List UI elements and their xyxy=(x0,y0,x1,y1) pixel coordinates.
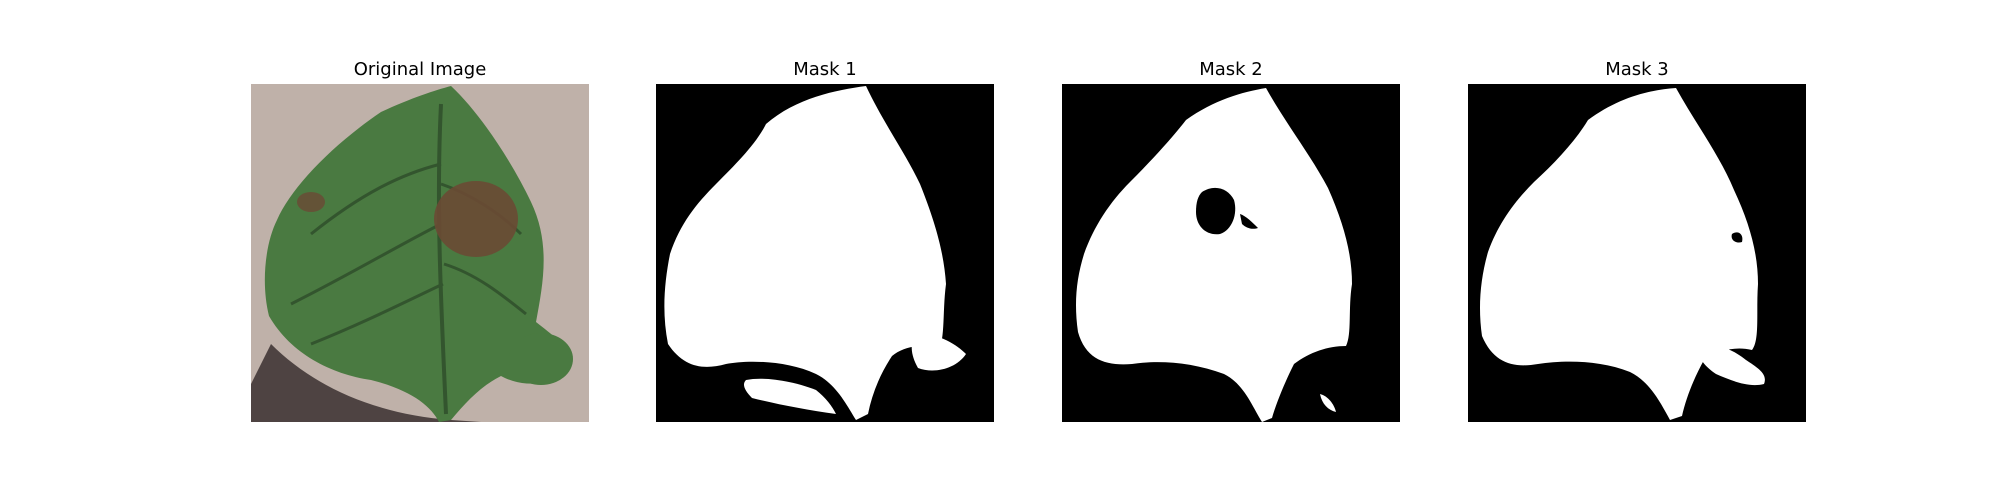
mask-2-panel: Mask 2 xyxy=(1062,0,1400,500)
panel-title-mask-3: Mask 3 xyxy=(1468,58,1806,82)
mask-1-image xyxy=(656,84,994,422)
mask-2-image xyxy=(1062,84,1400,422)
mask-3-svg xyxy=(1468,84,1806,422)
mask-2-svg xyxy=(1062,84,1400,422)
mask-1-panel: Mask 1 xyxy=(656,0,994,500)
mask-3-image xyxy=(1468,84,1806,422)
mask-3-panel: Mask 3 xyxy=(1468,0,1806,500)
original-image xyxy=(251,84,589,422)
panel-title-mask-1: Mask 1 xyxy=(656,58,994,82)
mask-1-svg xyxy=(656,84,994,422)
panel-title-mask-2: Mask 2 xyxy=(1062,58,1400,82)
original-image-panel: Original Image xyxy=(251,0,589,500)
panel-title-original: Original Image xyxy=(251,58,589,82)
leaf-photo xyxy=(251,84,589,422)
